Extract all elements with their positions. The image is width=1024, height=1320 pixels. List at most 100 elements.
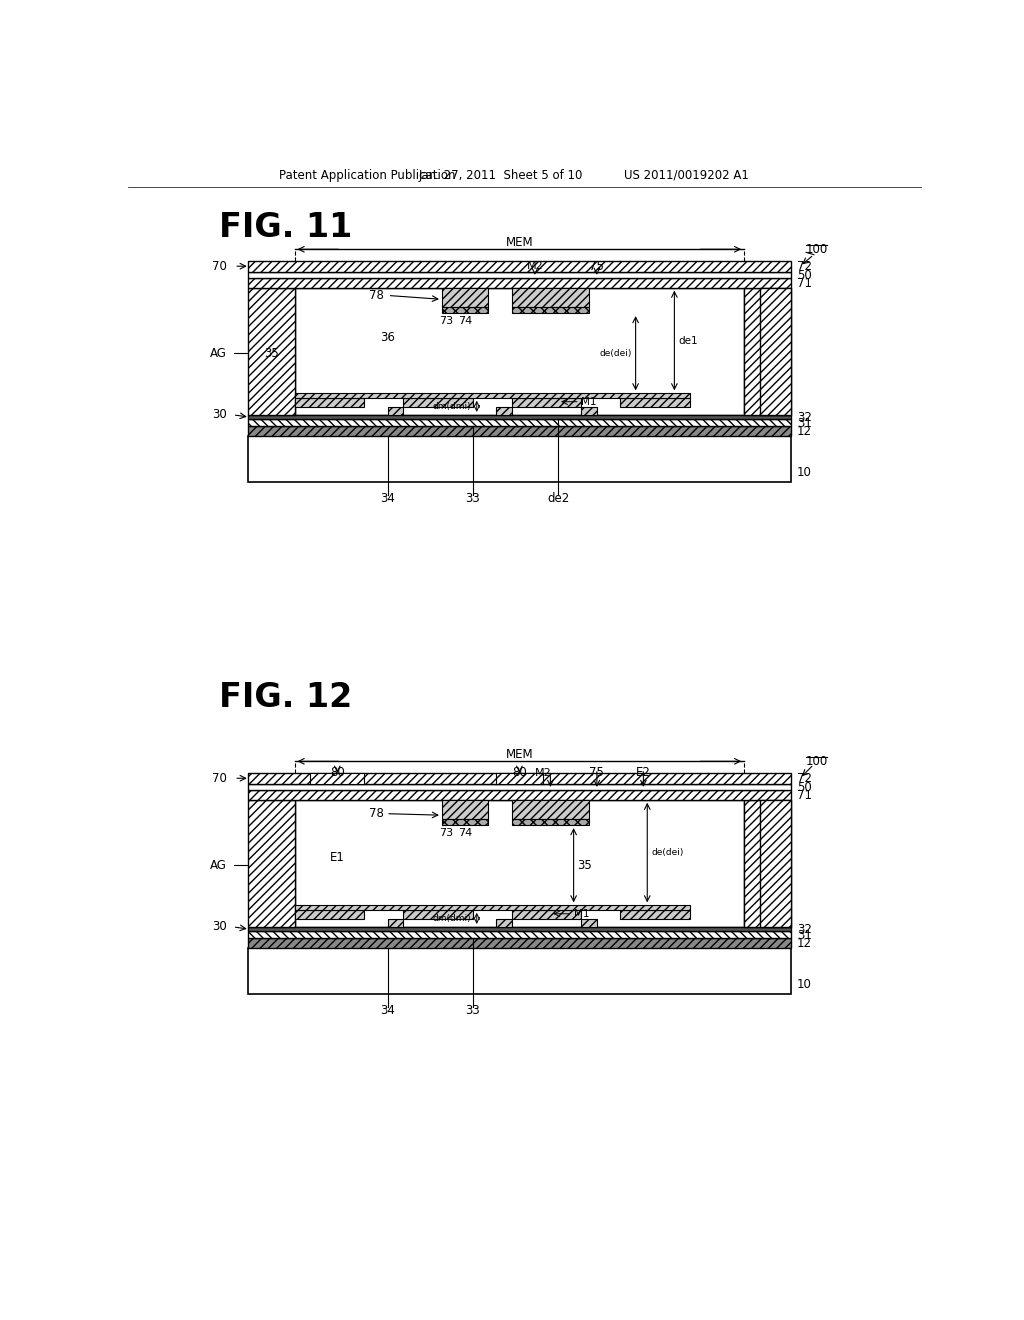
Text: 70: 70	[212, 260, 226, 273]
Bar	[442, 308, 488, 313]
Text: MEM: MEM	[506, 236, 534, 249]
Text: 73: 73	[438, 315, 453, 326]
Text: 31: 31	[797, 929, 812, 942]
Text: M2: M2	[535, 768, 552, 777]
Bar	[496, 919, 512, 927]
Bar	[512, 288, 589, 308]
Bar	[248, 931, 791, 937]
Bar	[248, 414, 791, 418]
Text: 32: 32	[797, 411, 812, 424]
Bar	[512, 818, 589, 825]
Text: de(dei): de(dei)	[651, 849, 683, 858]
Text: 80: 80	[512, 767, 526, 779]
Text: MEM: MEM	[506, 748, 534, 760]
Text: 10: 10	[797, 466, 812, 479]
Bar	[248, 425, 791, 436]
Bar	[512, 800, 589, 818]
Text: 36: 36	[380, 331, 395, 345]
Bar	[760, 800, 791, 927]
Text: 78: 78	[369, 289, 383, 302]
Text: 70: 70	[212, 772, 226, 785]
Bar	[512, 909, 582, 919]
Text: 12: 12	[797, 937, 812, 950]
Bar	[512, 308, 589, 313]
Text: 30: 30	[212, 408, 226, 421]
Bar	[248, 277, 791, 288]
Text: 75: 75	[590, 767, 604, 779]
Text: 31: 31	[797, 417, 812, 430]
Bar	[760, 288, 791, 414]
Text: 50: 50	[797, 269, 812, 282]
Text: 74: 74	[458, 828, 472, 838]
Text: 12: 12	[797, 425, 812, 438]
Text: 72: 72	[797, 772, 812, 785]
Bar	[442, 288, 488, 308]
Text: M1: M1	[582, 397, 597, 407]
Text: 71: 71	[797, 789, 812, 803]
Text: AG: AG	[210, 347, 226, 360]
Bar	[248, 272, 791, 277]
Text: Patent Application Publication: Patent Application Publication	[280, 169, 456, 182]
Bar	[496, 774, 543, 784]
Bar	[248, 774, 791, 784]
Bar	[248, 784, 791, 789]
Text: 35: 35	[264, 347, 279, 360]
Text: M2: M2	[526, 261, 544, 271]
Text: 35: 35	[578, 859, 592, 871]
Bar	[295, 393, 690, 397]
Text: 78: 78	[369, 807, 384, 820]
Text: 32: 32	[797, 923, 812, 936]
Text: 75: 75	[590, 260, 604, 273]
Text: E2: E2	[636, 767, 651, 779]
Text: 80: 80	[330, 767, 345, 779]
Text: de(dei): de(dei)	[599, 348, 632, 358]
Bar	[295, 397, 365, 407]
Bar	[295, 906, 690, 909]
Bar	[512, 397, 582, 407]
Bar	[621, 909, 690, 919]
Text: 100: 100	[806, 755, 828, 768]
Text: dm(dmi): dm(dmi)	[433, 913, 471, 923]
Text: 33: 33	[466, 492, 480, 506]
Bar	[582, 919, 597, 927]
Bar	[248, 927, 791, 931]
Text: M1: M1	[573, 908, 589, 919]
Bar	[388, 407, 403, 414]
Text: 72: 72	[797, 260, 812, 273]
Bar	[295, 288, 744, 414]
Bar	[295, 800, 744, 927]
Bar	[248, 418, 791, 425]
Bar	[248, 789, 791, 800]
Bar	[403, 397, 473, 407]
Text: 10: 10	[797, 978, 812, 991]
Text: 74: 74	[458, 315, 472, 326]
Text: 100: 100	[806, 243, 828, 256]
Bar	[496, 407, 512, 414]
Bar	[248, 948, 791, 994]
Bar	[248, 288, 295, 414]
Text: 34: 34	[380, 492, 395, 506]
Bar	[582, 407, 597, 414]
Bar	[248, 937, 791, 948]
Text: dm(dmi): dm(dmi)	[433, 401, 471, 411]
Bar	[621, 397, 690, 407]
Text: 50: 50	[797, 781, 812, 795]
Text: 33: 33	[466, 1005, 480, 1018]
Text: de2: de2	[547, 492, 569, 506]
Text: E1: E1	[330, 851, 345, 865]
Text: US 2011/0019202 A1: US 2011/0019202 A1	[624, 169, 749, 182]
Bar	[442, 818, 488, 825]
Bar	[744, 800, 791, 927]
Bar	[248, 436, 791, 482]
Bar	[295, 909, 365, 919]
Text: de1: de1	[678, 335, 698, 346]
Text: 71: 71	[797, 277, 812, 290]
Text: FIG. 11: FIG. 11	[219, 211, 352, 244]
Text: 30: 30	[212, 920, 226, 933]
Text: 73: 73	[438, 828, 453, 838]
Text: AG: AG	[210, 859, 226, 871]
Text: 34: 34	[380, 1005, 395, 1018]
Text: FIG. 12: FIG. 12	[219, 681, 352, 714]
Bar	[442, 800, 488, 818]
Bar	[388, 919, 403, 927]
